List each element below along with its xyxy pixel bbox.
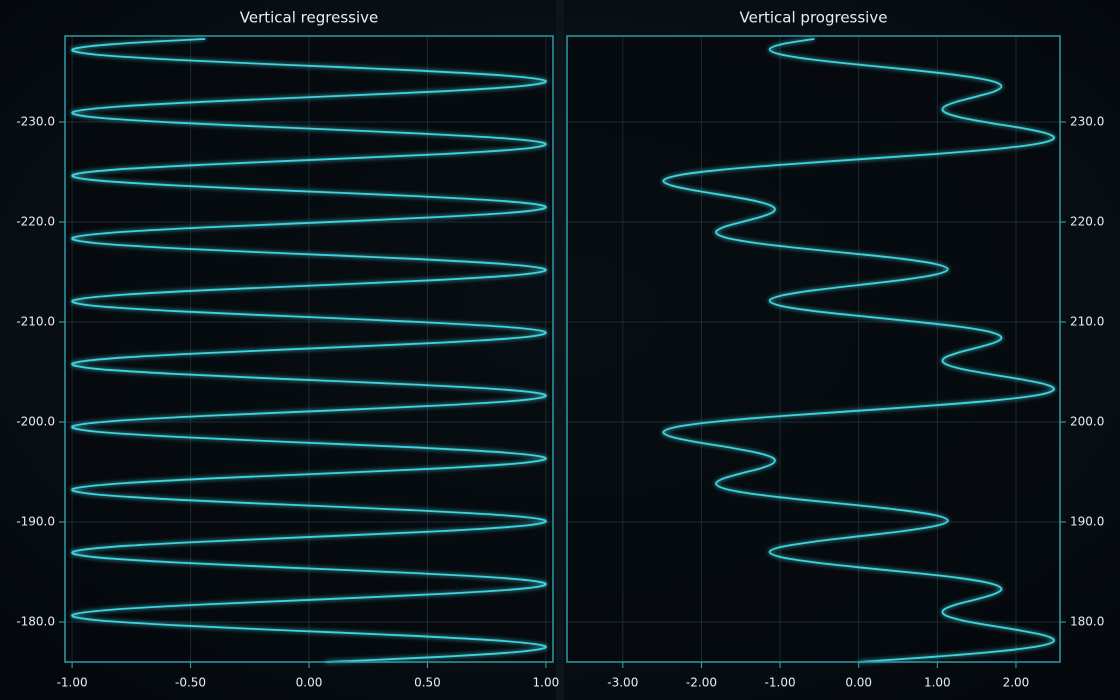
chart-title: Vertical progressive [740,9,888,27]
x-tick-label: -180.0 [16,615,55,629]
y-tick-label: -0.50 [175,676,206,690]
y-tick-label: 2.00 [1003,676,1030,690]
x-tick-label: -230.0 [16,115,55,129]
x-tick-label: -220.0 [16,215,55,229]
x-tick-label: 210.0 [1070,315,1104,329]
plot-area [567,36,1060,662]
y-tick-label: -1.00 [765,676,796,690]
panel-divider [556,0,564,700]
x-tick-label: 200.0 [1070,415,1104,429]
x-tick-label: -190.0 [16,515,55,529]
x-tick-label: 180.0 [1070,615,1104,629]
y-tick-label: 1.00 [924,676,951,690]
chart-title: Vertical regressive [240,9,378,27]
plot-border [566,35,1061,663]
chart-panel: Vertical progressive 180.0 190.0 200.0 210.0… [566,9,1104,690]
y-tick-label: 0.00 [845,676,872,690]
y-tick-label: 1.00 [533,676,560,690]
chart-panel: Vertical regressive -180.0 -190.0 -200.0 -21… [16,9,559,690]
plot-border [64,35,554,663]
x-tick-label: -210.0 [16,315,55,329]
x-tick-label: 190.0 [1070,515,1104,529]
y-tick-label: -2.00 [686,676,717,690]
y-tick-label: 0.50 [414,676,441,690]
data-line [71,38,547,663]
y-tick-label: 0.00 [296,676,323,690]
x-tick-label: 220.0 [1070,215,1104,229]
y-tick-label: -1.00 [57,676,88,690]
y-tick-label: -3.00 [607,676,638,690]
data-line [662,38,1056,663]
x-tick-label: -200.0 [16,415,55,429]
x-tick-label: 230.0 [1070,115,1104,129]
